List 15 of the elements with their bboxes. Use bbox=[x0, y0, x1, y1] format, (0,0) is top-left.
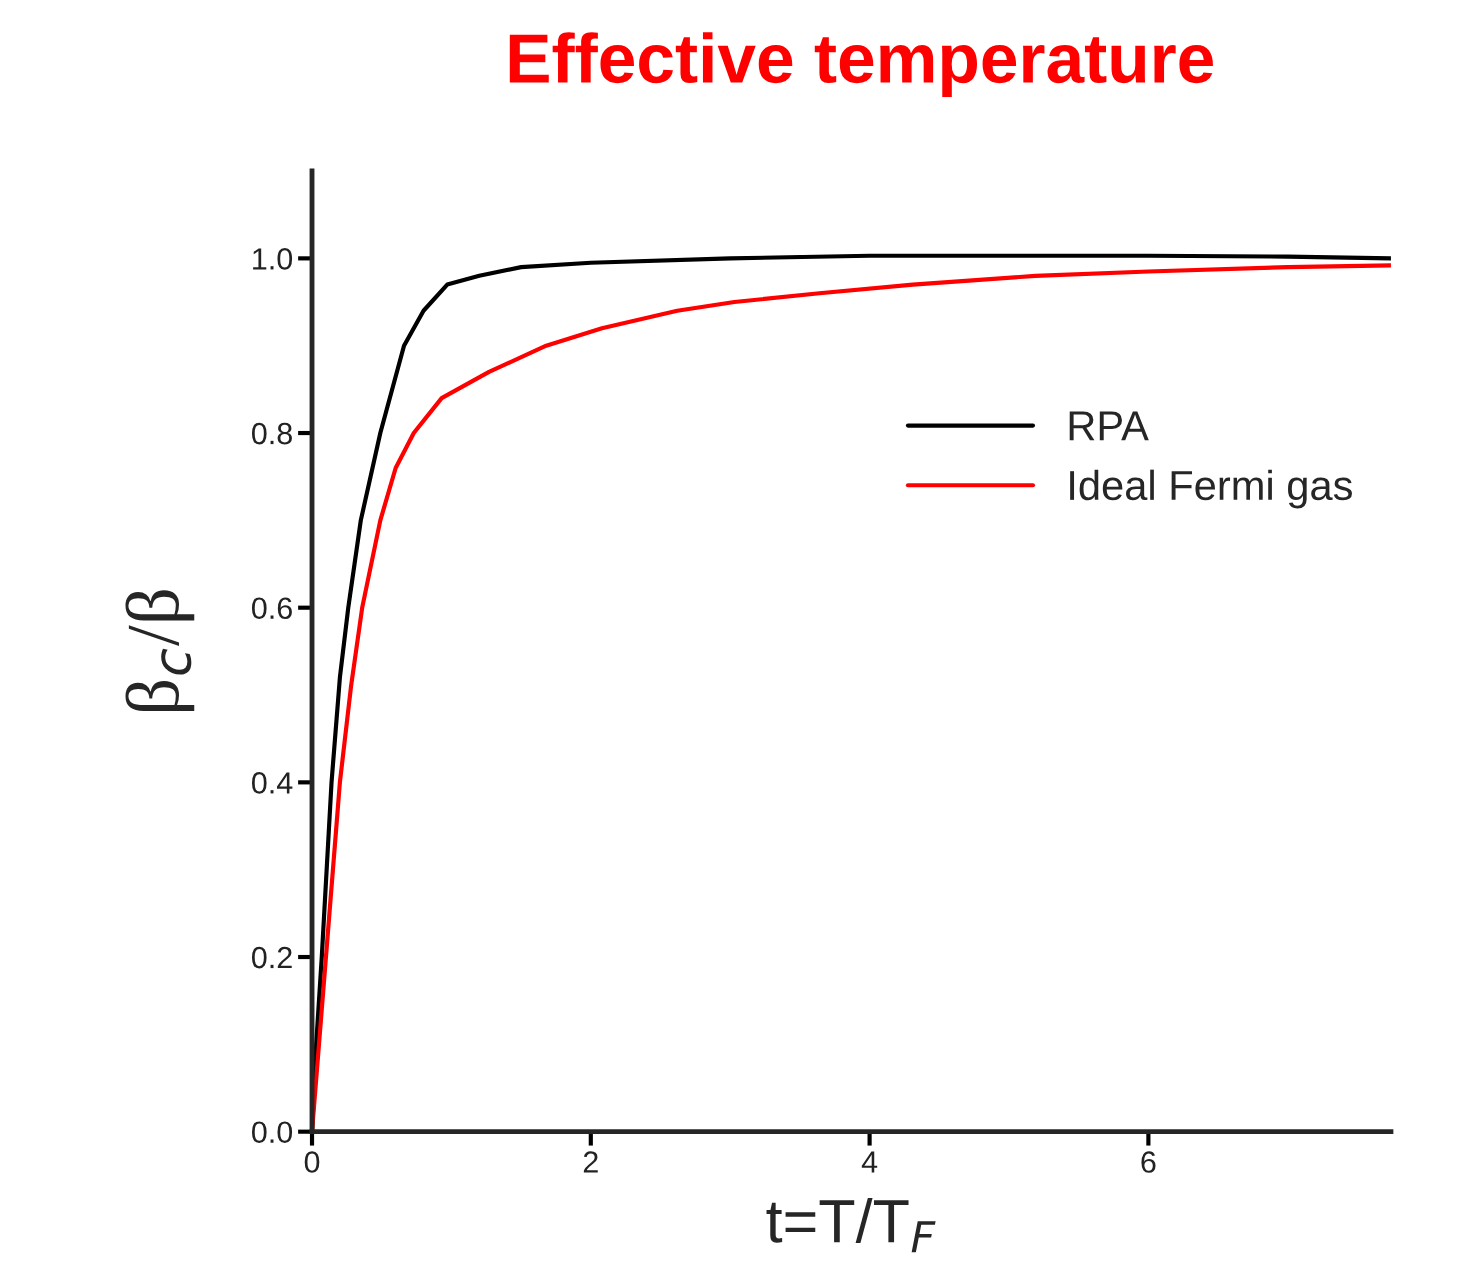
y-tick-label: 0.6 bbox=[251, 597, 292, 620]
y-tick-label: 0.0 bbox=[251, 1121, 293, 1144]
y-tick-label: 0.8 bbox=[251, 422, 292, 445]
y-axis-title: β$_{c}$/β bbox=[125, 590, 195, 712]
x-tick-label: 6 bbox=[1141, 1151, 1156, 1173]
legend-label: RPA bbox=[1069, 411, 1149, 441]
y-tick-label: 1.0 bbox=[253, 248, 293, 270]
x-axis-title: t=T/T$_{F}$ bbox=[766, 1198, 936, 1253]
x-tick-label: 2 bbox=[583, 1151, 598, 1173]
legend-label: Ideal Fermi gas bbox=[1070, 469, 1352, 509]
y-tick-label: 0.2 bbox=[251, 946, 292, 969]
chart-title: Effective temperature bbox=[509, 32, 1213, 97]
y-tick-label: 0.4 bbox=[251, 772, 293, 794]
x-tick-label: 0 bbox=[304, 1151, 320, 1173]
x-tick-label: 4 bbox=[861, 1151, 878, 1173]
